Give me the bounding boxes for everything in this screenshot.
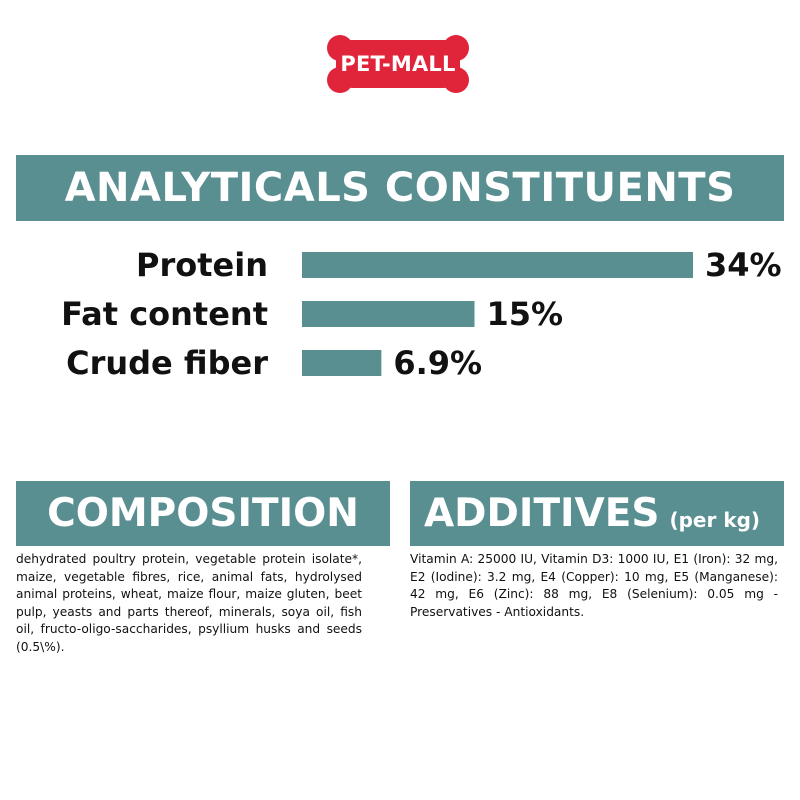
composition-text: dehydrated poultry protein, vegetable pr…	[16, 552, 362, 654]
bar-crude-fiber	[302, 350, 382, 376]
bone-shape-icon	[327, 35, 469, 93]
composition-heading: COMPOSITION	[16, 481, 390, 546]
category-label-fat-content: Fat content	[61, 295, 268, 333]
category-label-crude-fiber: Crude fiber	[66, 344, 268, 382]
analytics-heading: ANALYTICALS CONSTITUENTS	[16, 155, 784, 221]
additives-heading-band: ADDITIVES (per kg)	[410, 481, 784, 546]
bar-fat-content	[302, 301, 475, 327]
constituents-bar-chart: Protein 34% Fat content 15% Crude fiber 6.9%	[61, 246, 782, 382]
logo-text: PET-MALL	[340, 52, 456, 76]
additives-heading: ADDITIVES	[424, 491, 660, 536]
additives-text: Vitamin A: 25000 IU, Vitamin D3: 1000 IU…	[410, 552, 778, 619]
value-label-protein: 34%	[705, 246, 782, 284]
additives-heading-suffix: (per kg)	[669, 507, 761, 532]
value-label-fat-content: 15%	[487, 295, 564, 333]
category-label-protein: Protein	[136, 246, 268, 284]
pet-mall-logo: PET-MALL	[326, 33, 470, 95]
bar-protein	[302, 252, 693, 278]
value-label-crude-fiber: 6.9%	[393, 344, 482, 382]
